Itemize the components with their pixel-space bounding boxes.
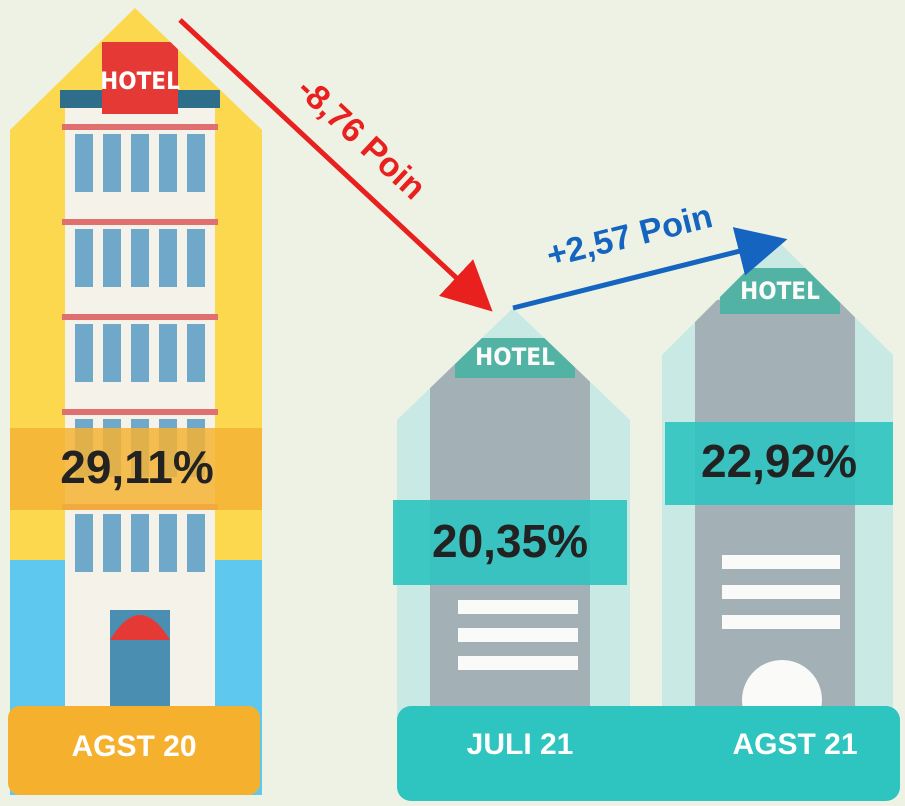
window [103,324,121,382]
window [62,314,218,320]
window [187,324,205,382]
period-label: AGST 20 [71,730,196,763]
window [159,514,177,572]
hotel-left: HOTEL [0,0,280,800]
window [131,324,149,382]
window [75,324,93,382]
window [62,124,218,130]
value: 22,92% [701,435,857,487]
window [187,229,205,287]
infographic: HOTEL HOTEL HOTEL 29,11% 20,35% 22,92% A… [0,0,905,806]
window [131,134,149,192]
period-label: JULI 21 [467,728,574,761]
window [131,514,149,572]
window [103,514,121,572]
hotel-sign: HOTEL [740,277,820,305]
window [187,514,205,572]
window [159,229,177,287]
window [75,134,93,192]
hotel-sign: HOTEL [100,67,180,95]
window [103,229,121,287]
window [131,229,149,287]
window [187,134,205,192]
period-label: AGST 21 [732,728,857,761]
value: 20,35% [432,515,588,567]
hotel-sign: HOTEL [475,343,555,371]
window [75,229,93,287]
window [62,219,218,225]
value: 29,11% [60,441,213,493]
window [103,134,121,192]
window [159,134,177,192]
window [75,514,93,572]
window [62,409,218,415]
window [159,324,177,382]
